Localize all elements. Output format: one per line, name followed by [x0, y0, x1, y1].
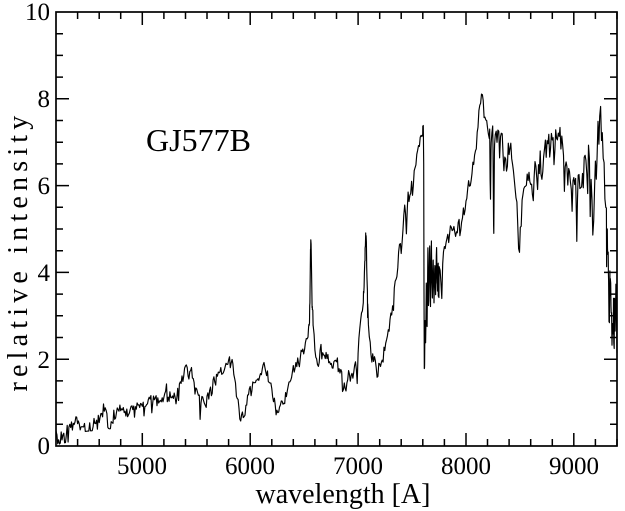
- svg-text:4: 4: [38, 260, 51, 287]
- svg-text:10: 10: [25, 0, 50, 26]
- svg-text:6000: 6000: [225, 453, 275, 480]
- svg-text:GJ577B: GJ577B: [146, 122, 251, 158]
- svg-text:2: 2: [38, 347, 51, 374]
- svg-text:wavelength [A]: wavelength [A]: [256, 479, 431, 510]
- svg-text:7000: 7000: [333, 453, 383, 480]
- svg-text:8000: 8000: [441, 453, 491, 480]
- svg-text:9000: 9000: [549, 453, 599, 480]
- svg-text:0: 0: [38, 433, 51, 460]
- svg-text:6: 6: [38, 173, 51, 200]
- svg-text:5000: 5000: [117, 453, 167, 480]
- svg-text:relative intensity: relative intensity: [3, 111, 34, 392]
- svg-text:8: 8: [38, 86, 51, 113]
